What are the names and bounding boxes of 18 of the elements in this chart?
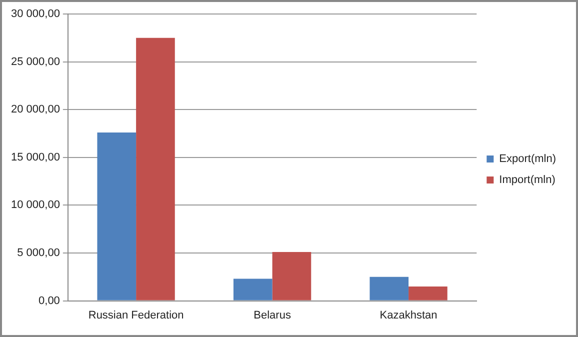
y-tick-label: 10 000,00 (11, 199, 60, 212)
legend-label: Import(mln) (499, 174, 556, 186)
bar (408, 286, 448, 300)
y-tick-label: 20 000,00 (11, 104, 60, 116)
y-tick-label: 5 000,00 (17, 247, 60, 260)
bar (233, 278, 272, 300)
legend-label: Export(mln) (499, 153, 556, 166)
y-tick-label: 15 000,00 (11, 151, 60, 164)
bar (97, 132, 136, 300)
bar (272, 252, 312, 300)
y-tick-label: 0,00 (38, 294, 60, 307)
x-tick-label: Belarus (254, 309, 292, 322)
x-tick-label: Kazakhstan (380, 309, 438, 322)
x-tick-label: Russian Federation (88, 309, 184, 322)
bar (136, 38, 175, 300)
bar (370, 276, 409, 300)
y-tick-label: 25 000,00 (11, 56, 60, 68)
y-tick-label: 30 000,00 (11, 8, 60, 20)
